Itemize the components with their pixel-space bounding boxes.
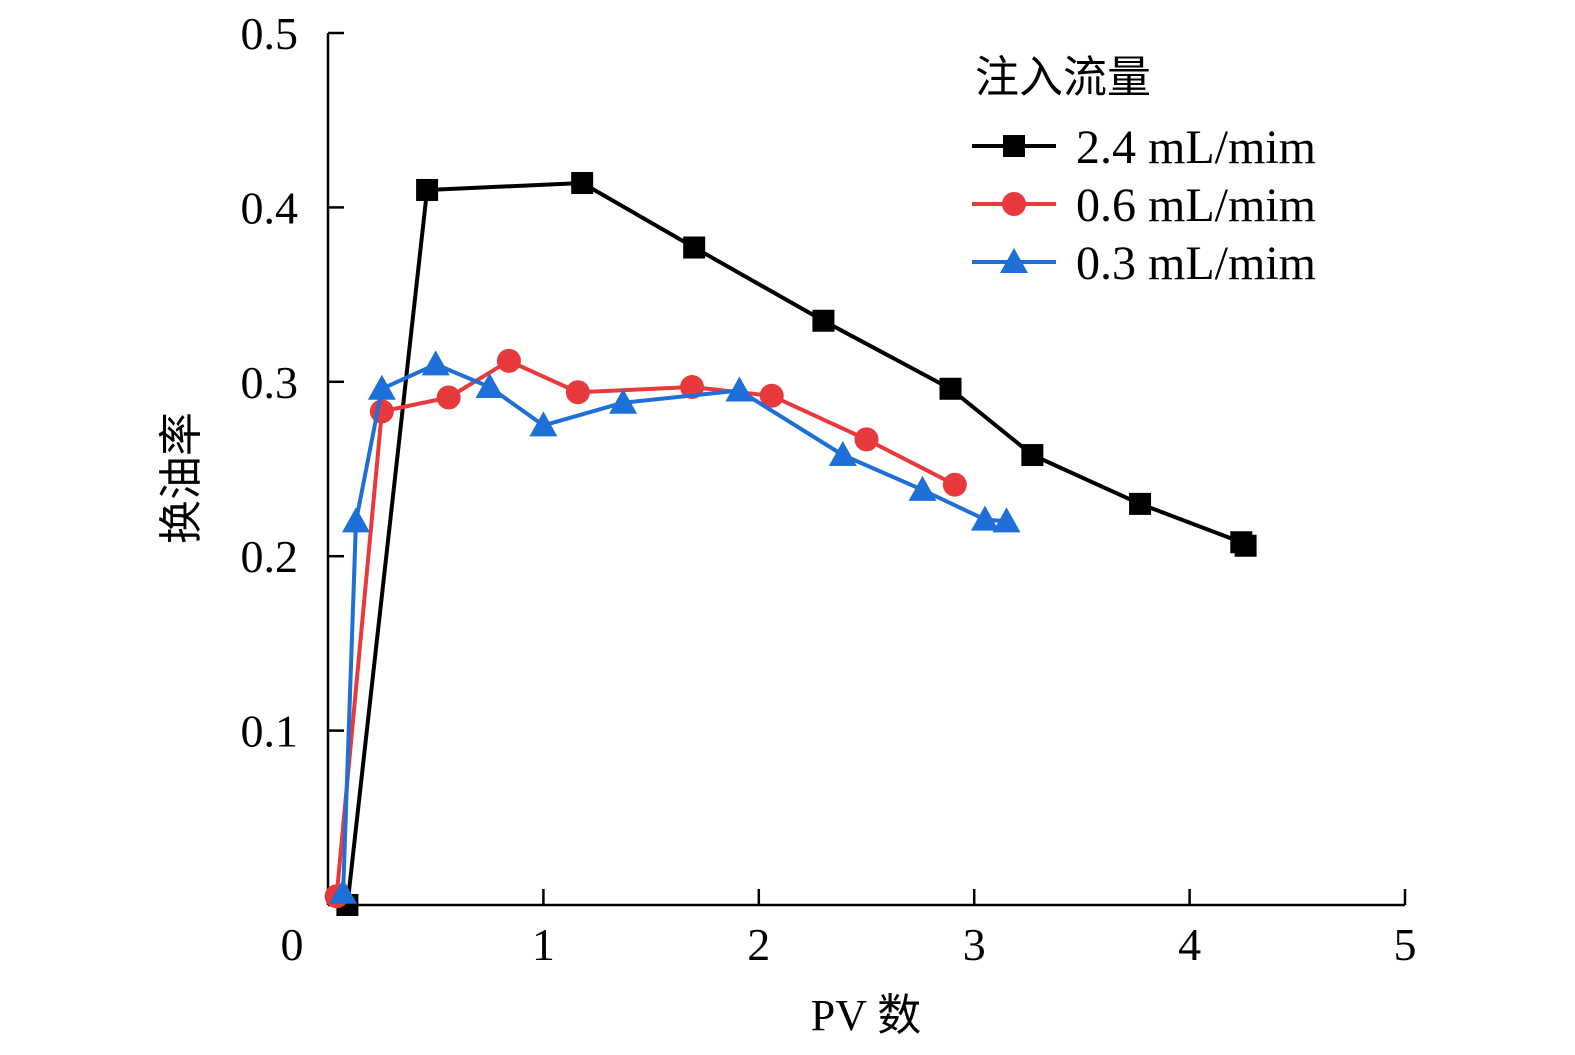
x-ticks: 0 1 2 3 4 5 bbox=[281, 889, 1417, 970]
y-ticks: 0.1 0.2 0.3 0.4 0.5 bbox=[241, 8, 344, 757]
data-point bbox=[970, 505, 999, 531]
legend-marker bbox=[1002, 192, 1026, 216]
legend-item: 0.3 mL/mim bbox=[972, 237, 1316, 290]
data-point bbox=[565, 380, 590, 405]
legend-item: 2.4 mL/mim bbox=[972, 121, 1316, 174]
data-point bbox=[436, 385, 461, 410]
data-point bbox=[1129, 492, 1152, 515]
data-point bbox=[759, 383, 784, 408]
data-point bbox=[908, 475, 937, 501]
data-point bbox=[1021, 444, 1044, 467]
legend-label: 2.4 mL/mim bbox=[1076, 121, 1316, 174]
x-axis-title: PV 数 bbox=[811, 991, 921, 1040]
data-point bbox=[342, 507, 371, 533]
data-point bbox=[571, 171, 594, 194]
data-point bbox=[1234, 534, 1257, 557]
data-point bbox=[369, 399, 394, 424]
data-point bbox=[421, 350, 450, 376]
data-point bbox=[329, 878, 358, 904]
data-point bbox=[992, 507, 1021, 533]
data-point bbox=[416, 178, 439, 201]
legend-title: 注入流量 bbox=[975, 53, 1151, 102]
series-line bbox=[345, 181, 1247, 906]
data-point bbox=[939, 377, 962, 400]
legend-label: 0.3 mL/mim bbox=[1076, 237, 1316, 290]
data-point bbox=[828, 441, 857, 467]
data-point bbox=[609, 388, 638, 414]
data-point bbox=[725, 376, 754, 402]
series-1 bbox=[324, 348, 967, 909]
legend-label: 0.6 mL/mim bbox=[1076, 179, 1316, 232]
x-tick-label: 2 bbox=[747, 919, 770, 970]
plot-area bbox=[324, 171, 1257, 916]
y-tick-label: 0.5 bbox=[241, 8, 299, 59]
x-tick-label: 0 bbox=[281, 919, 304, 970]
data-point bbox=[942, 472, 967, 497]
y-tick-label: 0.1 bbox=[241, 706, 299, 757]
x-tick-label: 4 bbox=[1178, 919, 1201, 970]
y-tick-label: 0.4 bbox=[241, 182, 299, 233]
data-point bbox=[683, 236, 706, 259]
y-tick-label: 0.3 bbox=[241, 357, 299, 408]
x-tick-label: 5 bbox=[1394, 919, 1417, 970]
series-2 bbox=[329, 350, 1021, 904]
axes: 0 1 2 3 4 5 0.1 0.2 0.3 0.4 0.5 bbox=[241, 8, 1417, 970]
data-point bbox=[475, 373, 504, 399]
legend-item: 0.6 mL/mim bbox=[972, 179, 1316, 232]
data-point bbox=[812, 309, 835, 332]
x-tick-label: 3 bbox=[963, 919, 986, 970]
data-point bbox=[496, 348, 521, 373]
series-line bbox=[341, 362, 1007, 893]
legend-marker bbox=[1003, 135, 1025, 157]
data-point bbox=[367, 374, 396, 400]
x-tick-label: 1 bbox=[532, 919, 555, 970]
y-tick-label: 0.2 bbox=[241, 531, 299, 582]
legend-marker bbox=[1000, 248, 1028, 273]
y-axis-title: 换油率 bbox=[157, 412, 206, 544]
data-point bbox=[854, 427, 879, 452]
data-point bbox=[529, 411, 558, 437]
